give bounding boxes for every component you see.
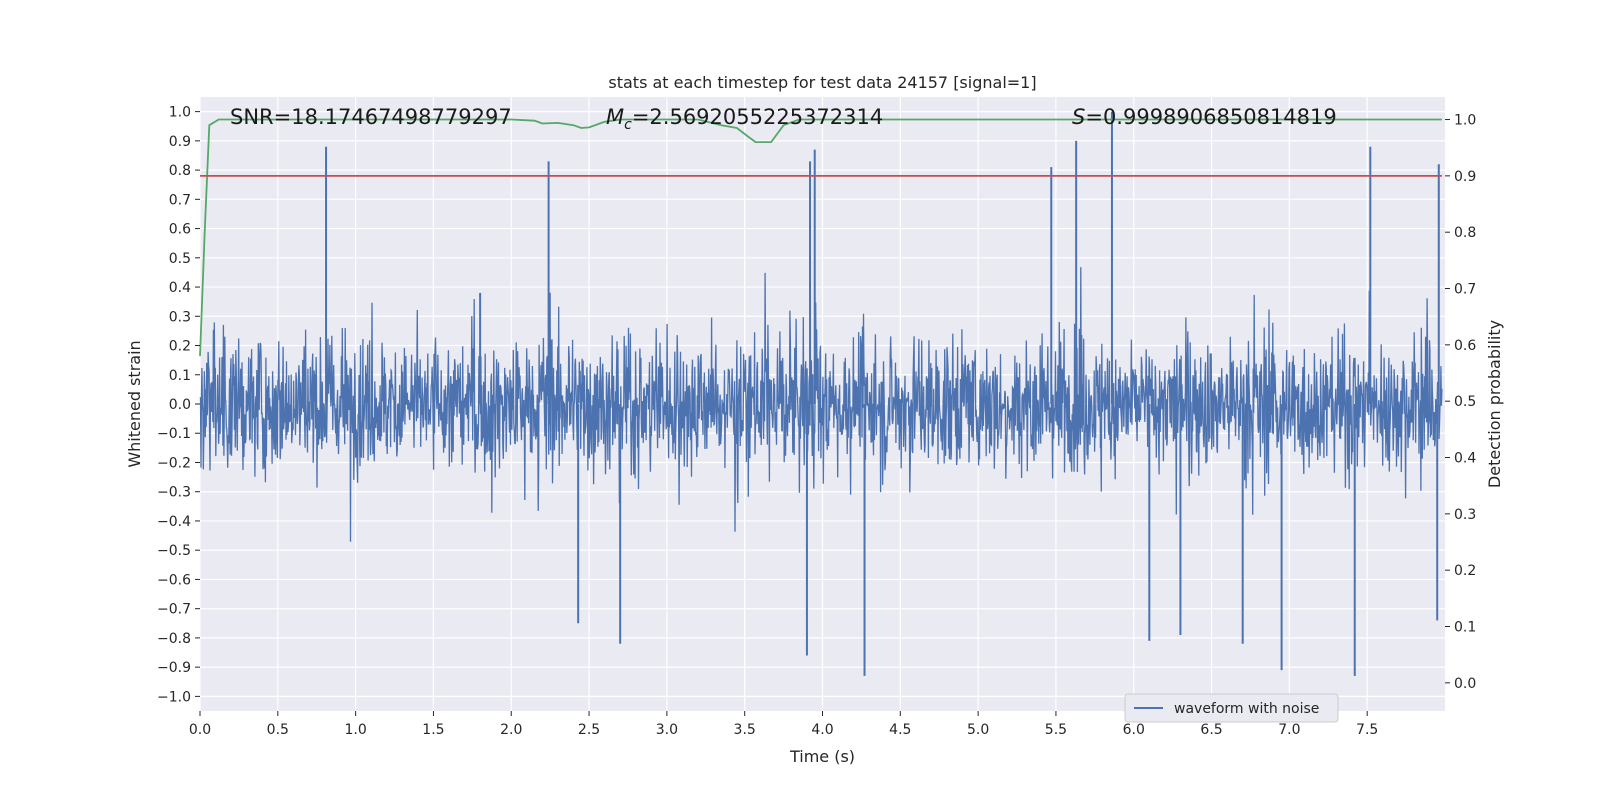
waveform-series [199,111,1443,676]
x-tick-label: 4.5 [889,722,911,738]
y-tick-label: 0.7 [169,192,191,208]
mc-value: =2.5692055225372314 [632,105,883,129]
y2-tick-label: 0.6 [1454,338,1476,354]
s-value: =0.9998906850814819 [1085,105,1336,129]
y2-tick-label: 0.2 [1454,563,1476,579]
y-tick-label: −0.1 [157,426,191,442]
chirp-mass-annotation: Mc=2.5692055225372314 [606,105,883,133]
probability-series [199,118,1442,357]
x-tick-label: 0.5 [267,722,289,738]
x-tick-label: 2.0 [500,722,522,738]
legend: waveform with noise [1124,693,1339,723]
y-tick-label: −0.8 [157,631,191,647]
x-tick-label: 6.0 [1123,722,1145,738]
y-tick-label: −0.3 [157,485,191,501]
y-tick-label: 0.4 [169,280,191,296]
y2-tick-label: 1.0 [1454,113,1476,129]
y-tick-label: 0.9 [169,134,191,150]
legend-box [1124,693,1339,723]
y2-tick-label: 0.4 [1454,451,1476,467]
y-axis-label: Whitened strain [125,340,144,467]
x-tick-label: 6.5 [1200,722,1222,738]
x-tick-label: 0.0 [189,722,211,738]
y-tick-label: −0.7 [157,602,191,618]
x-tick-label: 1.0 [344,722,366,738]
y-tick-label: −0.6 [157,572,191,588]
y2-axis-label: Detection probability [1485,320,1504,488]
snr-annotation: SNR=18.17467498779297 [230,105,512,129]
axes: 0.0 0.5 1.0 1.5 2.0 2.5 3.0 3.5 4.0 4.5 5.0 5.5 6.0 6… [157,105,1476,738]
x-tick-label: 7.5 [1356,722,1378,738]
y2-tick-label: 0.9 [1454,169,1476,185]
y-tick-label: 0.2 [169,339,191,355]
y-tick-label: −1.0 [157,689,191,705]
y-tick-label: 0.8 [169,163,191,179]
y-tick-label: −0.5 [157,543,191,559]
s-symbol: S [1072,105,1085,129]
y2-tick-label: 0.1 [1454,620,1476,636]
y-tick-label: 0.0 [169,397,191,413]
y-tick-label: 1.0 [169,105,191,121]
y2-tick-label: 0.5 [1454,394,1476,410]
x-axis-label: Time (s) [789,747,855,766]
waveform-line [199,267,1443,542]
x-tick-label: 4.0 [811,722,833,738]
x-tick-label: 7.0 [1278,722,1300,738]
y2-tick-label: 0.0 [1454,676,1476,692]
y2-tick-label: 0.3 [1454,507,1476,523]
y-tick-label: −0.9 [157,660,191,676]
y2-tick-label: 0.8 [1454,225,1476,241]
x-tick-label: 3.0 [656,722,678,738]
x-tick-label: 5.5 [1045,722,1067,738]
x-tick-label: 3.5 [734,722,756,738]
score-annotation: S=0.9998906850814819 [1072,105,1337,129]
x-tick-label: 2.5 [578,722,600,738]
x-tick-label: 1.5 [422,722,444,738]
probability-line [199,118,1442,357]
y2-tick-label: 0.7 [1454,282,1476,298]
chart-title: stats at each timestep for test data 241… [608,73,1036,92]
y-tick-label: 0.6 [169,222,191,238]
x-tick-label: 5.0 [967,722,989,738]
y-tick-label: −0.4 [157,514,191,530]
y-tick-label: 0.3 [169,309,191,325]
mc-subscript: c [624,117,632,133]
y-tick-label: 0.1 [169,368,191,384]
y-tick-label: −0.2 [157,455,191,471]
legend-label-waveform: waveform with noise [1174,701,1319,717]
y-tick-label: 0.5 [169,251,191,267]
mc-symbol: M [606,105,624,129]
